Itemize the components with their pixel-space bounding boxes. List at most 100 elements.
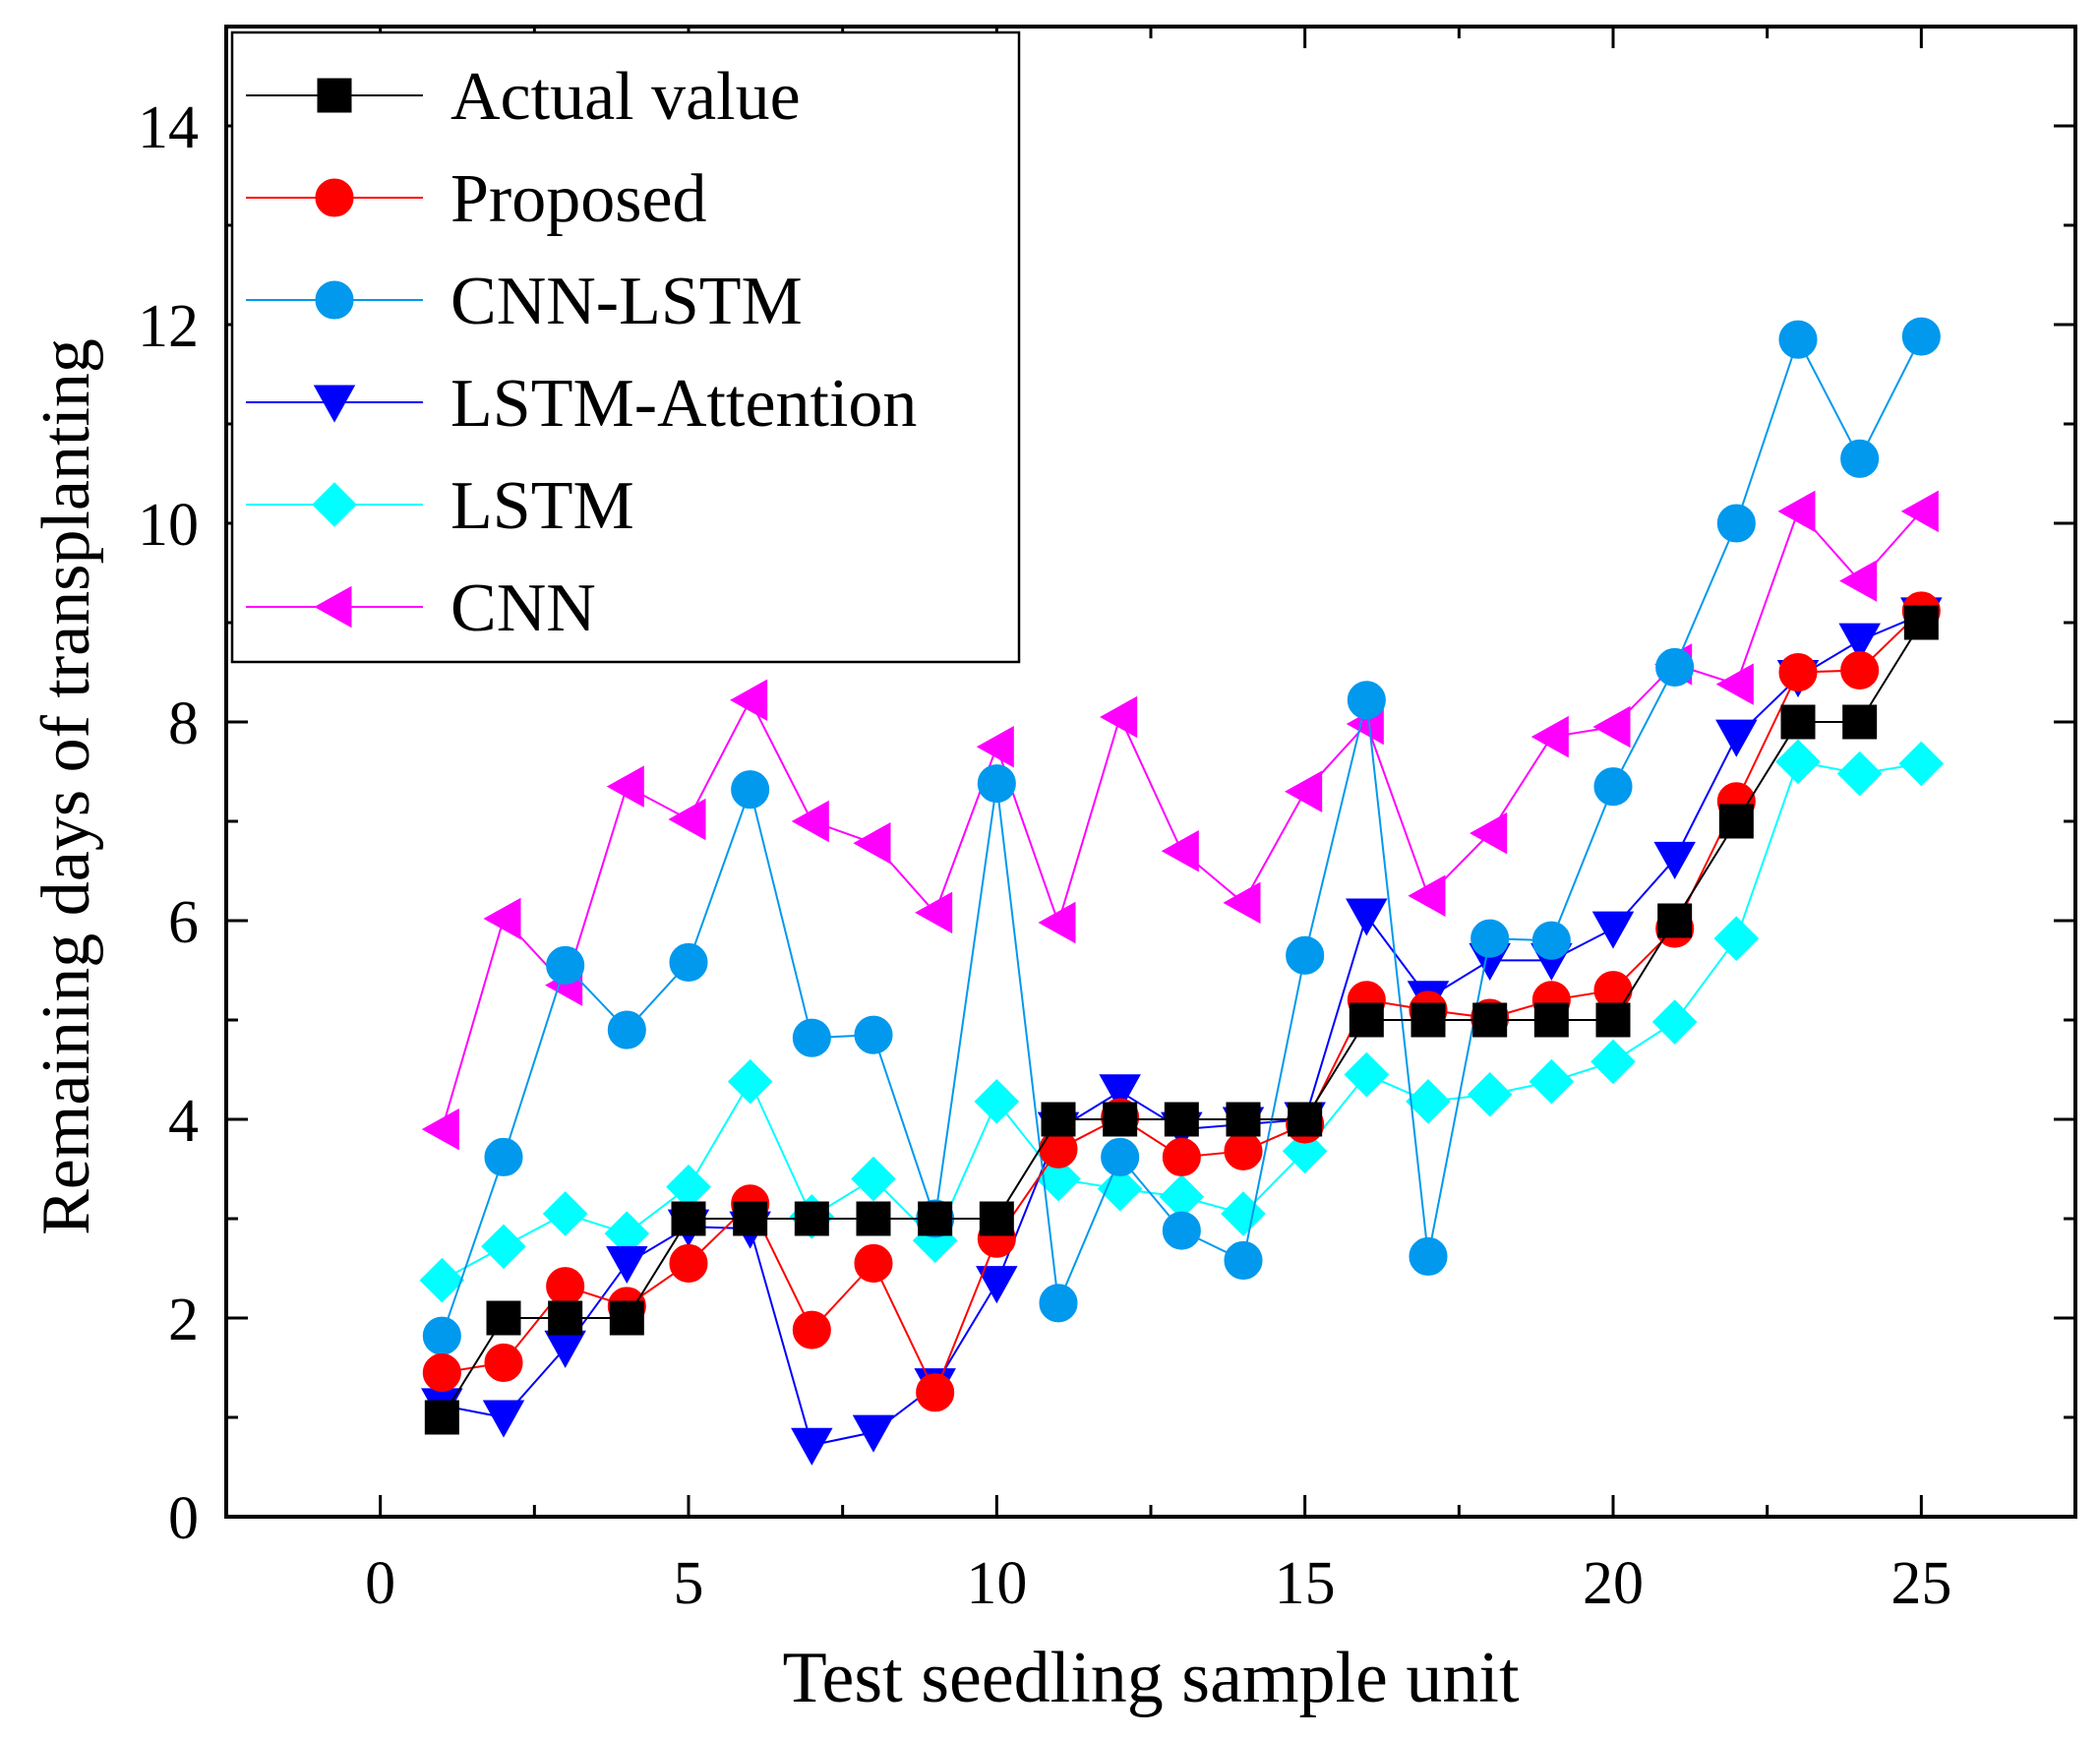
data-point-proposed [1840,650,1880,690]
data-point-cnn-lstm [669,942,708,982]
data-point-actual-value [1595,1002,1631,1038]
legend-item-lstm-attention: LSTM-Attention [246,366,917,442]
legend: Actual value Proposed CNN-LSTM LSTM-Attenti… [230,30,1021,664]
data-point-cnn-lstm [546,945,585,985]
data-point-lstm [542,1191,588,1236]
data-point-cnn [1839,560,1878,602]
data-point-actual-value [1041,1102,1076,1137]
data-point-proposed [1162,1137,1201,1176]
data-point-cnn-lstm [854,1015,893,1054]
data-point-cnn-lstm [1039,1284,1078,1323]
legend-item-cnn: CNN [246,570,596,646]
plot-frame [224,25,2077,1519]
x-tick-label: 10 [966,1550,1027,1617]
data-point-actual-value [856,1201,891,1236]
data-point-lstm [419,1257,465,1303]
data-point-cnn [791,800,829,843]
data-point-cnn-lstm [1286,935,1325,975]
data-point-lstm [727,1058,773,1105]
legend-label: Proposed [450,161,707,237]
series-proposed [422,591,1941,1412]
data-point-cnn [1161,830,1199,872]
data-point-lstm-attention [791,1427,833,1466]
data-point-proposed [916,1373,955,1412]
data-point-cnn [606,765,644,808]
legend-marker-actual-value [317,78,352,113]
data-point-cnn-lstm [1531,921,1571,960]
data-point-lstm [1097,1166,1143,1212]
series-cnn-lstm [422,317,1941,1355]
data-point-lstm [481,1224,526,1270]
data-point-cnn-lstm [484,1137,523,1176]
data-point-cnn-lstm [1224,1240,1263,1280]
data-point-actual-value [1533,1002,1569,1038]
data-point-cnn-lstm [1470,919,1510,958]
series-actual-value [424,605,1939,1435]
data-point-lstm [1836,750,1883,797]
data-point-cnn [1038,901,1076,944]
legend-marker-lstm-attention [313,385,356,423]
y-tick-label: 0 [168,1485,199,1552]
data-point-lstm [1467,1071,1513,1117]
data-point-proposed [792,1310,831,1349]
data-point-cnn [1777,490,1816,533]
data-point-lstm-attention [976,1266,1018,1304]
data-point-lstm [1529,1058,1575,1105]
data-point-lstm [1406,1079,1451,1124]
data-point-actual-value [918,1201,953,1236]
data-point-lstm-attention [482,1400,525,1438]
data-point-actual-value [733,1201,768,1236]
data-point-proposed [669,1243,708,1283]
data-point-cnn-lstm [1840,439,1880,478]
legend-label: Actual value [450,59,801,135]
data-point-actual-value [1842,704,1878,740]
y-tick-label: 2 [168,1287,199,1353]
legend-item-proposed: Proposed [246,161,707,237]
series-lstm [419,739,1945,1303]
data-point-cnn-lstm [731,770,770,810]
data-point-actual-value [671,1201,706,1236]
y-tick-label: 6 [168,889,199,956]
data-point-lstm [974,1079,1020,1124]
data-point-cnn [1470,811,1508,855]
data-point-lstm [1282,1128,1328,1174]
data-point-proposed [422,1353,461,1393]
data-point-cnn-lstm [1101,1137,1140,1176]
data-point-cnn-lstm [1901,317,1941,356]
data-point-lstm [851,1156,896,1202]
y-tick-label: 8 [168,690,199,757]
legend-box [230,30,1021,664]
legend-label: LSTM [450,468,634,544]
data-point-cnn [1530,715,1569,758]
data-point-cnn-lstm [607,1010,646,1049]
data-point-cnn-lstm [1347,681,1386,720]
data-point-proposed [854,1243,893,1283]
data-point-cnn [1592,705,1631,749]
data-point-proposed [484,1343,523,1382]
data-point-actual-value [548,1300,583,1336]
data-point-cnn [853,821,891,865]
x-tick-label: 20 [1583,1550,1644,1617]
legend-label: CNN [450,570,596,646]
data-point-lstm-attention [1715,719,1758,757]
plot-series [419,317,1945,1466]
data-point-lstm-attention [606,1245,648,1285]
y-tick-label: 4 [168,1088,199,1155]
data-point-actual-value [794,1201,829,1236]
data-point-proposed [1224,1131,1263,1170]
data-point-cnn [1223,881,1261,925]
data-point-cnn [1715,663,1754,705]
data-point-actual-value [979,1201,1014,1236]
data-point-cnn-lstm [422,1316,461,1355]
data-point-lstm [1590,1039,1636,1085]
legend-label: LSTM-Attention [450,366,917,442]
data-point-actual-value [609,1300,644,1336]
data-point-lstm [1344,1051,1390,1098]
data-point-lstm [1651,999,1698,1045]
data-point-cnn [1408,874,1446,918]
y-tick-label: 14 [138,94,199,161]
data-point-actual-value [1718,804,1754,839]
data-point-actual-value [1472,1002,1508,1038]
x-axis-title: Test seedling sample unit [782,1638,1520,1718]
